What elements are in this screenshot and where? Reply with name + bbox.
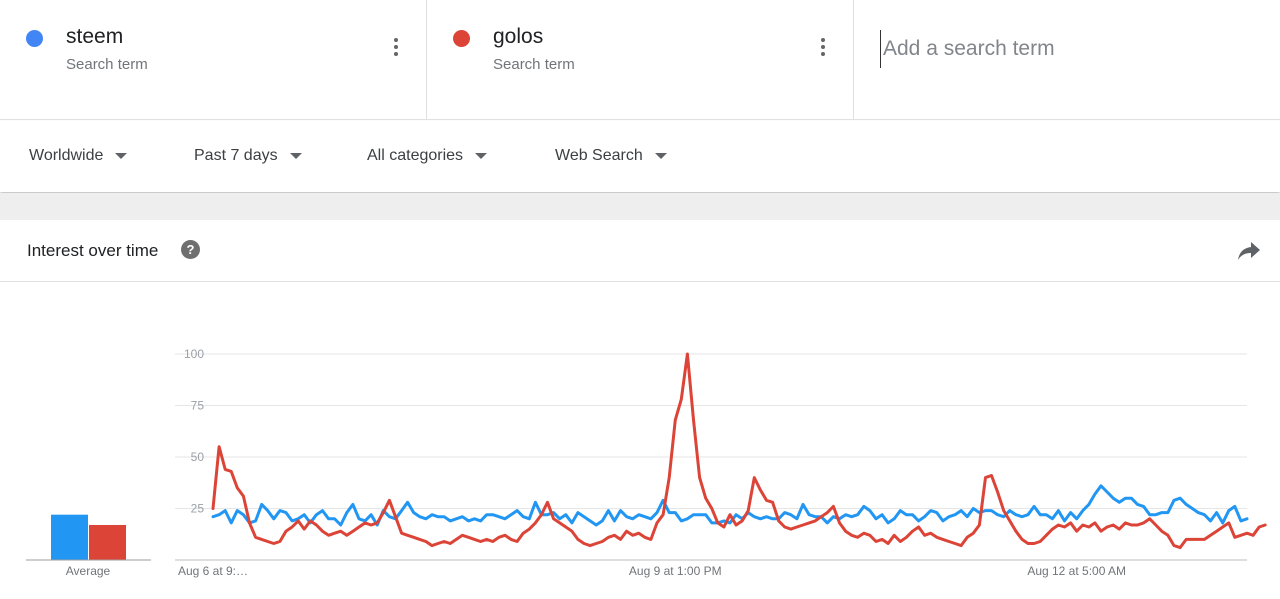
caret-down-icon [289,153,302,159]
term-name[interactable]: golos [493,25,544,48]
panel-title: Interest over time [27,241,159,260]
x-tick-label: Aug 12 at 5:00 AM [1027,564,1126,578]
y-tick-label: 50 [191,450,205,464]
y-tick-label: 25 [191,502,205,516]
filter-bar: Worldwide Past 7 days All categories Web… [0,121,1280,192]
add-term-card [854,0,1280,120]
interest-over-time-panel: Interest over time ? 25 50 75 100 Aug 6 at 9… [0,220,1280,599]
average-bar-golos [89,524,126,560]
add-search-term-input[interactable] [880,30,1265,68]
series-line-steem [211,484,1249,527]
search-terms-bar: steem Search term golos Search term [0,0,1280,120]
more-vert-icon[interactable] [386,32,406,62]
series-line-golos [211,352,1267,550]
average-label: Average [66,564,111,578]
search-type-label: Web Search [555,147,643,164]
y-tick-label: 100 [184,347,204,361]
share-icon[interactable] [1238,242,1260,260]
help-icon[interactable]: ? [181,240,200,259]
time-range-label: Past 7 days [194,147,278,164]
term-color-dot [453,30,470,47]
category-label: All categories [367,147,464,164]
term-subtitle: Search term [493,56,575,73]
term-color-dot [26,30,43,47]
y-tick-label: 75 [191,399,205,413]
region-dropdown[interactable]: Worldwide [29,147,128,165]
term-subtitle: Search term [66,56,148,73]
category-dropdown[interactable]: All categories [367,147,488,165]
term-card-steem[interactable]: steem Search term [0,0,427,120]
caret-down-icon [475,153,488,159]
time-range-dropdown[interactable]: Past 7 days [194,147,302,165]
search-type-dropdown[interactable]: Web Search [555,147,667,165]
x-tick-label: Aug 9 at 1:00 PM [629,564,722,578]
interest-chart: 25 50 75 100 Aug 6 at 9:… Aug 9 at 1:00 PM Aug… [26,347,1267,578]
section-divider [0,193,1280,220]
average-bar-steem [51,514,88,560]
more-vert-icon[interactable] [813,32,833,62]
x-tick-label: Aug 6 at 9:… [178,564,248,578]
panel-header: Interest over time ? [0,220,1280,282]
caret-down-icon [115,153,128,159]
term-name[interactable]: steem [66,25,124,48]
term-card-golos[interactable]: golos Search term [427,0,854,120]
region-label: Worldwide [29,147,104,164]
caret-down-icon [654,153,667,159]
